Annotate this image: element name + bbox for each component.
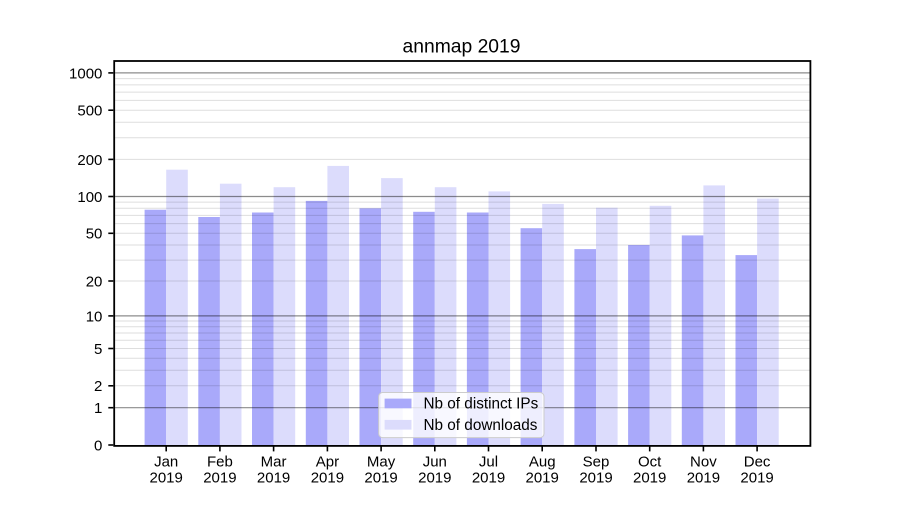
svg-text:Oct: Oct [638, 454, 662, 471]
svg-text:Aug: Aug [529, 454, 556, 471]
svg-text:Apr: Apr [316, 454, 339, 471]
svg-text:100: 100 [77, 189, 102, 206]
svg-text:Nb of distinct IPs: Nb of distinct IPs [424, 396, 539, 413]
svg-text:2019: 2019 [526, 470, 559, 487]
svg-text:5: 5 [94, 341, 102, 358]
svg-text:2019: 2019 [740, 470, 773, 487]
svg-text:2019: 2019 [687, 470, 720, 487]
svg-text:annmap 2019: annmap 2019 [403, 37, 521, 58]
svg-text:2: 2 [94, 378, 102, 395]
svg-text:2019: 2019 [418, 470, 451, 487]
svg-text:1000: 1000 [69, 65, 102, 82]
svg-text:10: 10 [86, 308, 103, 325]
svg-text:20: 20 [86, 273, 103, 290]
svg-text:2019: 2019 [257, 470, 290, 487]
svg-text:Nb of downloads: Nb of downloads [424, 417, 538, 434]
svg-text:May: May [367, 454, 396, 471]
svg-text:Jul: Jul [479, 454, 498, 471]
svg-text:2019: 2019 [203, 470, 236, 487]
svg-text:Jun: Jun [423, 454, 447, 471]
svg-text:Feb: Feb [207, 454, 233, 471]
svg-text:2019: 2019 [150, 470, 183, 487]
svg-text:Dec: Dec [744, 454, 771, 471]
svg-text:Nov: Nov [690, 454, 717, 471]
svg-text:Mar: Mar [261, 454, 287, 471]
svg-text:2019: 2019 [472, 470, 505, 487]
svg-text:200: 200 [77, 152, 102, 169]
svg-text:0: 0 [94, 437, 102, 454]
svg-text:1: 1 [94, 400, 102, 417]
svg-text:2019: 2019 [364, 470, 397, 487]
svg-text:Jan: Jan [154, 454, 178, 471]
svg-text:500: 500 [77, 103, 102, 120]
svg-text:50: 50 [86, 226, 103, 243]
svg-text:2019: 2019 [633, 470, 666, 487]
svg-text:2019: 2019 [579, 470, 612, 487]
svg-text:2019: 2019 [311, 470, 344, 487]
svg-text:Sep: Sep [583, 454, 610, 471]
